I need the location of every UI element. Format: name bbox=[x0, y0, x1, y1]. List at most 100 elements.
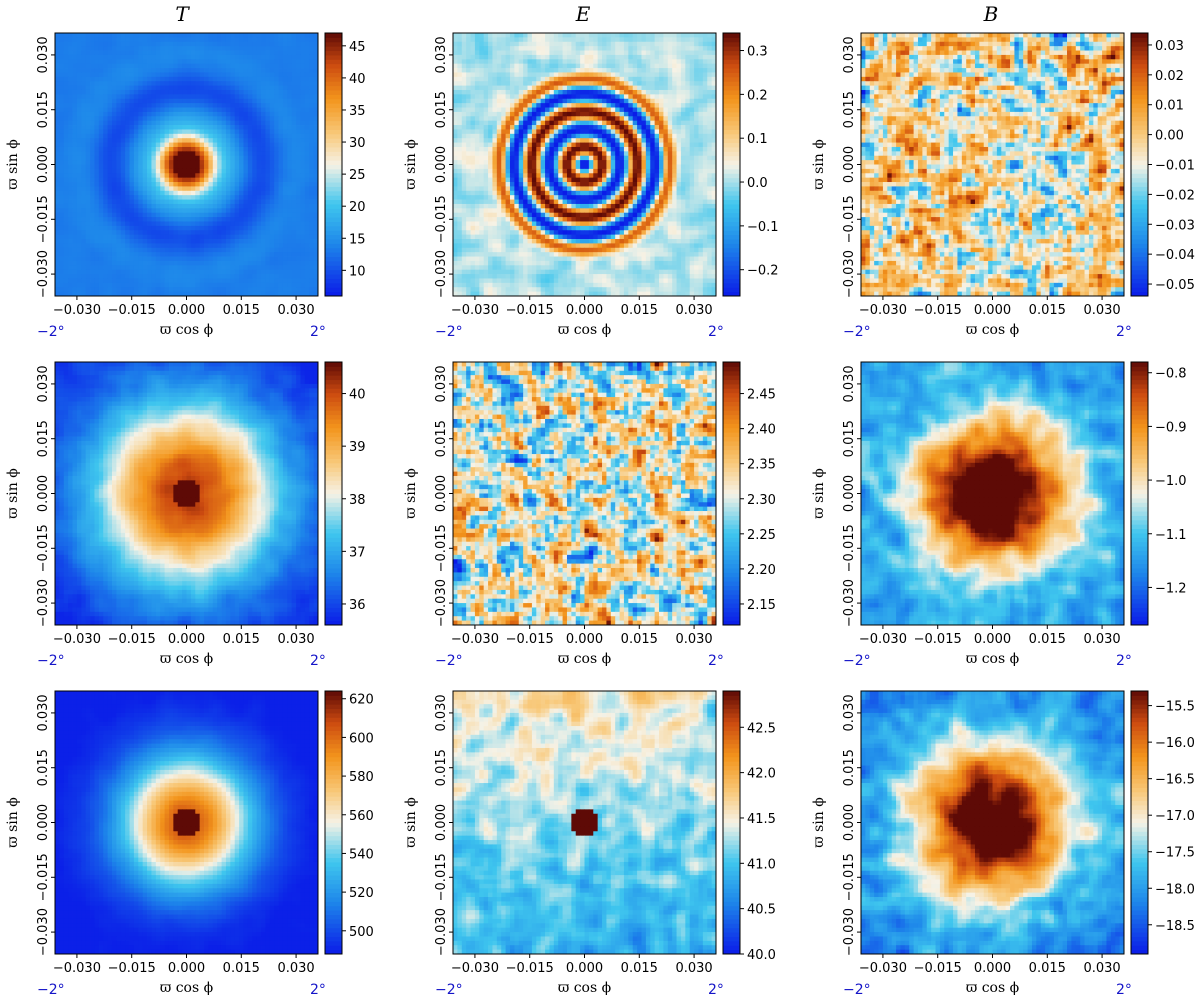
colorbar-segment bbox=[325, 120, 342, 126]
heatmap-cell bbox=[261, 269, 266, 275]
heatmap-cell bbox=[606, 37, 612, 43]
heatmap-cell bbox=[85, 120, 91, 126]
heatmap-cell bbox=[63, 252, 69, 257]
heatmap-cell bbox=[261, 239, 266, 244]
heatmap-cell bbox=[540, 63, 546, 69]
heatmap-cell bbox=[234, 107, 240, 113]
heatmap-cell bbox=[562, 125, 568, 130]
heatmap-cell bbox=[588, 120, 594, 126]
heatmap-cell bbox=[606, 81, 612, 86]
heatmap-cell bbox=[90, 199, 95, 205]
heatmap-cell bbox=[125, 182, 130, 187]
heatmap-cell bbox=[76, 243, 82, 249]
heatmap-cell bbox=[680, 37, 686, 43]
heatmap-cell bbox=[107, 186, 113, 192]
heatmap-cell bbox=[76, 173, 82, 179]
heatmap-cell bbox=[479, 63, 485, 69]
heatmap-cell bbox=[55, 76, 60, 82]
heatmap-cell bbox=[85, 103, 91, 108]
heatmap-cell bbox=[217, 111, 222, 117]
heatmap-cell bbox=[125, 133, 130, 139]
heatmap-cell bbox=[76, 151, 82, 157]
heatmap-cell bbox=[637, 76, 642, 82]
heatmap-cell bbox=[81, 160, 87, 165]
heatmap-cell bbox=[711, 116, 717, 122]
heatmap-cell bbox=[274, 142, 279, 148]
heatmap-cell bbox=[147, 182, 152, 187]
heatmap-cell bbox=[107, 168, 113, 174]
heatmap-cell bbox=[190, 116, 196, 122]
heatmap-cell bbox=[659, 46, 664, 51]
heatmap-cell bbox=[558, 41, 563, 47]
heatmap-cell bbox=[155, 59, 161, 65]
heatmap-cell bbox=[483, 72, 489, 78]
heatmap-cell bbox=[230, 63, 236, 69]
heatmap-cell bbox=[55, 168, 60, 174]
heatmap-cell bbox=[81, 291, 87, 297]
heatmap-cell bbox=[138, 256, 144, 262]
heatmap-cell bbox=[208, 186, 214, 192]
heatmap-cell bbox=[304, 76, 310, 82]
heatmap-cell bbox=[265, 177, 271, 183]
heatmap-cell bbox=[142, 68, 148, 73]
heatmap-cell bbox=[133, 243, 139, 249]
heatmap-cell bbox=[230, 41, 236, 47]
heatmap-cell bbox=[138, 252, 144, 257]
heatmap-cell bbox=[234, 225, 240, 231]
heatmap-cell bbox=[536, 54, 542, 60]
heatmap-cell bbox=[461, 81, 467, 86]
heatmap-cell bbox=[190, 63, 196, 69]
heatmap-cell bbox=[256, 225, 262, 231]
heatmap-cell bbox=[151, 142, 157, 148]
heatmap-cell bbox=[707, 98, 713, 104]
heatmap-cell bbox=[234, 208, 240, 214]
heatmap-cell bbox=[619, 54, 625, 60]
heatmap-cell bbox=[177, 256, 183, 262]
heatmap-cell bbox=[558, 76, 563, 82]
heatmap-cell bbox=[186, 94, 192, 100]
heatmap-cell bbox=[606, 89, 612, 95]
heatmap-cell bbox=[120, 54, 126, 60]
heatmap-cell bbox=[155, 63, 161, 69]
heatmap-cell bbox=[182, 59, 187, 65]
heatmap-cell bbox=[90, 103, 95, 108]
heatmap-cell bbox=[68, 195, 73, 200]
heatmap-cell bbox=[540, 72, 546, 78]
heatmap-cell bbox=[505, 37, 511, 43]
heatmap-cell bbox=[190, 208, 196, 214]
heatmap-cell bbox=[654, 68, 660, 73]
heatmap-cell bbox=[296, 199, 301, 205]
heatmap-cell bbox=[129, 33, 135, 38]
heatmap-cell bbox=[291, 282, 297, 288]
heatmap-cell bbox=[650, 63, 656, 69]
heatmap-cell bbox=[287, 98, 293, 104]
heatmap-cell bbox=[63, 225, 69, 231]
heatmap-cell bbox=[133, 287, 139, 293]
colorbar-segment bbox=[325, 50, 342, 56]
heatmap-cell bbox=[252, 103, 258, 108]
heatmap-cell bbox=[151, 168, 157, 174]
heatmap-cell bbox=[55, 107, 60, 113]
heatmap-cell bbox=[711, 46, 717, 51]
heatmap-cell bbox=[168, 190, 174, 196]
heatmap-cell bbox=[234, 256, 240, 262]
colorbar-segment bbox=[325, 190, 342, 196]
heatmap-cell bbox=[85, 265, 91, 271]
heatmap-cell bbox=[195, 85, 201, 91]
heatmap-cell bbox=[239, 274, 244, 279]
heatmap-cell bbox=[234, 260, 240, 266]
heatmap-cell bbox=[125, 269, 130, 275]
heatmap-cell bbox=[536, 98, 542, 104]
heatmap-cell bbox=[173, 260, 179, 266]
heatmap-cell bbox=[558, 111, 563, 117]
heatmap-cell bbox=[488, 107, 493, 113]
heatmap-cell bbox=[313, 50, 319, 56]
heatmap-cell bbox=[672, 59, 677, 65]
heatmap-cell bbox=[265, 37, 271, 43]
heatmap-cell bbox=[133, 247, 139, 253]
heatmap-cell bbox=[55, 243, 60, 249]
heatmap-cell bbox=[63, 50, 69, 56]
heatmap-cell bbox=[479, 125, 485, 130]
heatmap-cell bbox=[553, 76, 559, 82]
heatmap-cell bbox=[505, 85, 511, 91]
